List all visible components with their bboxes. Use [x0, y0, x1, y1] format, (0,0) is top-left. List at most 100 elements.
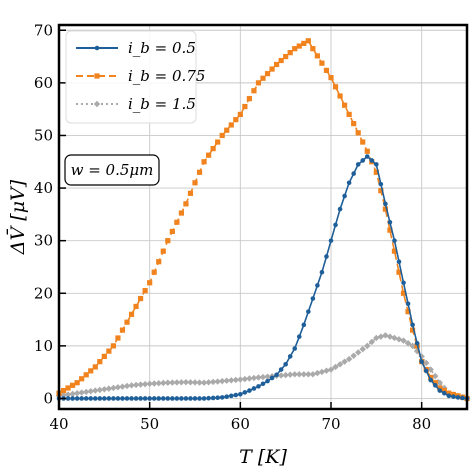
data-point [336, 361, 344, 368]
data-point [187, 190, 194, 196]
data-point [400, 337, 407, 344]
data-point [97, 396, 103, 401]
data-point [128, 311, 135, 317]
data-point [373, 169, 379, 175]
data-point [133, 303, 139, 310]
data-point [142, 396, 148, 401]
data-point [219, 395, 225, 400]
data-point [65, 385, 71, 391]
y-tick-label: 50 [34, 126, 53, 144]
data-point [296, 371, 303, 378]
data-point [129, 396, 134, 401]
data-point [446, 393, 452, 399]
data-point [165, 396, 171, 401]
data-point [83, 372, 89, 378]
data-point [374, 162, 379, 167]
data-point [147, 280, 153, 286]
data-point [174, 396, 180, 401]
data-point [405, 309, 411, 315]
data-point [410, 327, 416, 333]
data-point [345, 355, 353, 363]
data-point [301, 322, 307, 328]
data-point [256, 384, 261, 389]
data-point [101, 353, 107, 359]
data-point [368, 338, 375, 346]
data-point [160, 379, 167, 387]
data-point [79, 396, 84, 401]
data-point [110, 343, 116, 349]
data-point [133, 396, 139, 401]
data-point [395, 336, 403, 343]
data-point [436, 379, 443, 386]
data-point [296, 43, 302, 49]
data-point [423, 359, 430, 367]
data-point [373, 334, 380, 342]
data-point [423, 368, 429, 374]
data-point [210, 395, 216, 401]
data-point [442, 390, 447, 396]
data-point [196, 169, 203, 175]
data-point [119, 383, 126, 390]
data-point [446, 390, 452, 396]
data-point [106, 348, 112, 354]
data-point [124, 396, 130, 401]
data-point [341, 358, 348, 365]
data-point [264, 71, 271, 77]
data-point [92, 387, 99, 394]
data-point [232, 376, 239, 384]
legend: i_b = 0.5 i_b = 0.75 i_b = 1.5 [65, 30, 205, 124]
annotation-text: w = 0.5μm [71, 161, 154, 179]
data-point [255, 374, 262, 381]
y-tick-label: 30 [34, 232, 53, 250]
series-layer [55, 38, 471, 402]
data-point [155, 380, 162, 387]
x-tick-label: 80 [412, 415, 431, 433]
series-2 [55, 332, 471, 402]
data-point [228, 393, 234, 399]
data-point [332, 363, 339, 371]
legend-label: i_b = 0.75 [128, 67, 205, 85]
data-point [377, 333, 385, 340]
data-point [74, 380, 80, 386]
data-point [315, 283, 320, 288]
data-point [346, 180, 352, 186]
data-point [400, 290, 407, 296]
data-point [332, 84, 339, 90]
data-point [283, 53, 289, 60]
data-point [369, 158, 375, 163]
data-point [441, 387, 447, 394]
data-point [269, 375, 275, 381]
data-point [269, 66, 275, 72]
y-tick-label: 0 [43, 389, 53, 407]
data-point [197, 396, 202, 401]
data-point [378, 181, 384, 187]
series-line [59, 155, 468, 400]
series-0 [56, 154, 470, 401]
data-point [387, 219, 393, 225]
data-point [65, 396, 71, 401]
data-point [106, 396, 112, 401]
data-point [178, 210, 184, 216]
data-point [174, 219, 180, 225]
data-point [351, 171, 356, 176]
data-point [410, 322, 415, 328]
data-point [314, 53, 320, 59]
data-point [260, 381, 266, 387]
x-axis-label: T [K] [239, 446, 287, 468]
data-point [201, 396, 207, 401]
data-point [310, 296, 316, 301]
data-point [147, 396, 152, 401]
data-point [170, 396, 175, 401]
data-point [156, 259, 162, 265]
data-point [328, 75, 334, 81]
data-point [60, 387, 67, 394]
legend-box [65, 30, 197, 124]
data-point [414, 340, 420, 346]
data-point [305, 371, 312, 378]
data-point [306, 309, 311, 314]
data-point [191, 379, 199, 386]
data-point [387, 227, 393, 233]
data-point [391, 334, 398, 342]
data-point [128, 382, 135, 389]
y-tick-label: 10 [34, 337, 53, 355]
